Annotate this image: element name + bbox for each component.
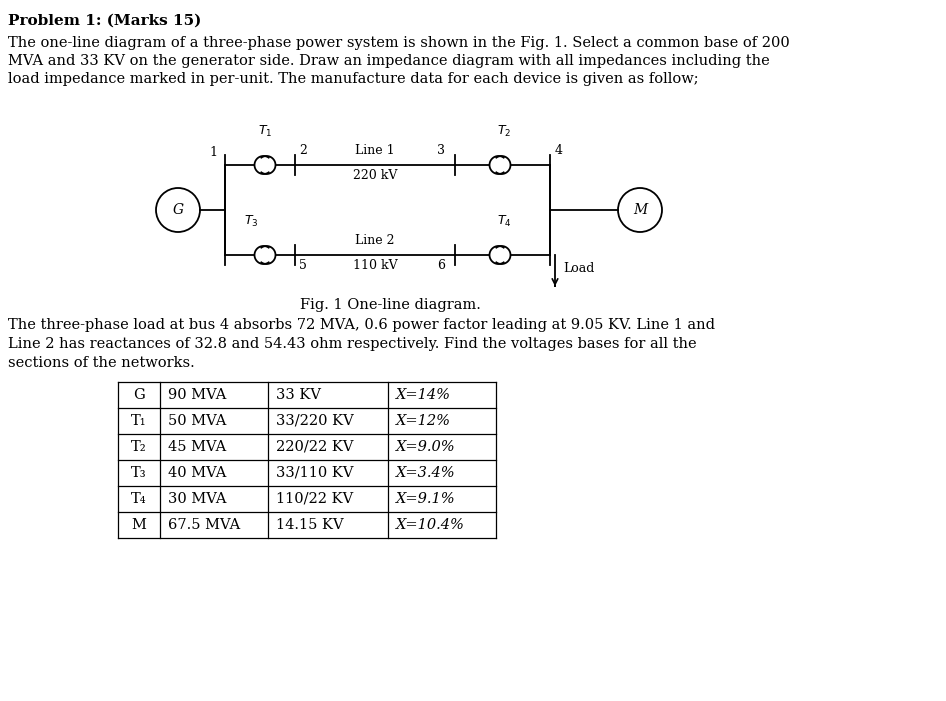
Text: X=10.4%: X=10.4% bbox=[396, 518, 464, 532]
Text: 67.5 MVA: 67.5 MVA bbox=[168, 518, 240, 532]
Text: X=3.4%: X=3.4% bbox=[396, 466, 456, 480]
Text: 110 kV: 110 kV bbox=[353, 259, 397, 272]
Text: 5: 5 bbox=[299, 259, 307, 272]
Text: load impedance marked in per-unit. The manufacture data for each device is given: load impedance marked in per-unit. The m… bbox=[8, 72, 699, 86]
Text: G: G bbox=[133, 388, 145, 402]
Text: M: M bbox=[131, 518, 147, 532]
Text: $T_3$: $T_3$ bbox=[244, 214, 258, 229]
Text: Fig. 1 One-line diagram.: Fig. 1 One-line diagram. bbox=[300, 298, 481, 312]
Text: 6: 6 bbox=[437, 259, 445, 272]
Text: 14.15 KV: 14.15 KV bbox=[276, 518, 343, 532]
Text: Load: Load bbox=[563, 262, 594, 275]
Text: Line 1: Line 1 bbox=[355, 144, 394, 157]
Text: $T_4$: $T_4$ bbox=[497, 214, 511, 229]
Text: 220 kV: 220 kV bbox=[353, 169, 397, 182]
Text: T₁: T₁ bbox=[131, 414, 147, 428]
Text: 33/110 KV: 33/110 KV bbox=[276, 466, 354, 480]
Text: T₃: T₃ bbox=[131, 466, 147, 480]
Text: 3: 3 bbox=[437, 144, 445, 157]
Text: X=9.0%: X=9.0% bbox=[396, 440, 456, 454]
Text: X=14%: X=14% bbox=[396, 388, 451, 402]
Text: MVA and 33 KV on the generator side. Draw an impedance diagram with all impedanc: MVA and 33 KV on the generator side. Dra… bbox=[8, 54, 770, 68]
Text: The one-line diagram of a three-phase power system is shown in the Fig. 1. Selec: The one-line diagram of a three-phase po… bbox=[8, 36, 790, 50]
Text: The three-phase load at bus 4 absorbs 72 MVA, 0.6 power factor leading at 9.05 K: The three-phase load at bus 4 absorbs 72… bbox=[8, 318, 715, 332]
Text: sections of the networks.: sections of the networks. bbox=[8, 356, 195, 370]
Text: 220/22 KV: 220/22 KV bbox=[276, 440, 354, 454]
Text: 1: 1 bbox=[209, 146, 217, 159]
Text: 4: 4 bbox=[555, 144, 563, 157]
Text: 33 KV: 33 KV bbox=[276, 388, 321, 402]
Text: G: G bbox=[172, 203, 184, 217]
Text: 33/220 KV: 33/220 KV bbox=[276, 414, 354, 428]
Text: X=9.1%: X=9.1% bbox=[396, 492, 456, 506]
Text: T₄: T₄ bbox=[131, 492, 147, 506]
Text: 110/22 KV: 110/22 KV bbox=[276, 492, 353, 506]
Text: 50 MVA: 50 MVA bbox=[168, 414, 226, 428]
Text: $T_1$: $T_1$ bbox=[258, 124, 272, 139]
Text: 90 MVA: 90 MVA bbox=[168, 388, 226, 402]
Text: $T_2$: $T_2$ bbox=[497, 124, 511, 139]
Text: 45 MVA: 45 MVA bbox=[168, 440, 226, 454]
Text: Line 2 has reactances of 32.8 and 54.43 ohm respectively. Find the voltages base: Line 2 has reactances of 32.8 and 54.43 … bbox=[8, 337, 696, 351]
Text: M: M bbox=[633, 203, 647, 217]
Text: 30 MVA: 30 MVA bbox=[168, 492, 226, 506]
Text: 40 MVA: 40 MVA bbox=[168, 466, 226, 480]
Text: T₂: T₂ bbox=[131, 440, 147, 454]
Text: Line 2: Line 2 bbox=[356, 234, 394, 247]
Text: X=12%: X=12% bbox=[396, 414, 451, 428]
Text: 2: 2 bbox=[299, 144, 307, 157]
Text: Problem 1: (Marks 15): Problem 1: (Marks 15) bbox=[8, 14, 201, 28]
